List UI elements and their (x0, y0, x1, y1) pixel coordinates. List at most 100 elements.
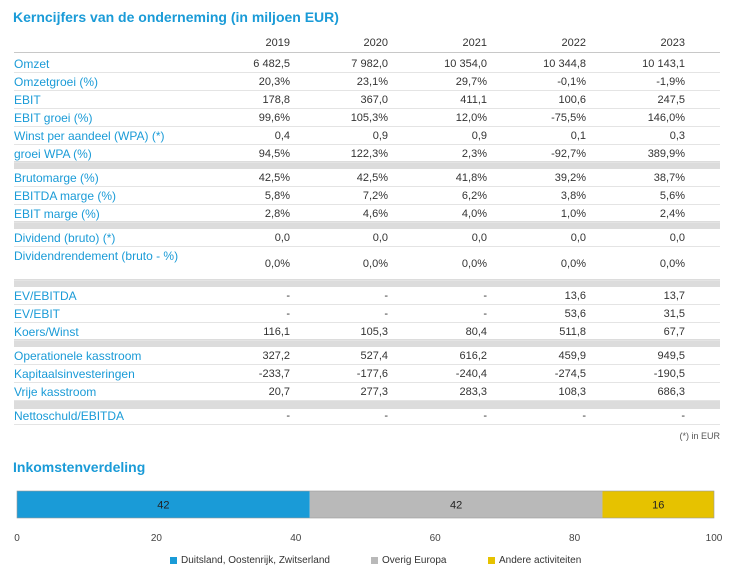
table-cell: 10 143,1 (642, 58, 685, 70)
bar-segment (309, 491, 603, 518)
row-label: EBIT (14, 93, 41, 107)
legend-item: Andere activiteiten (488, 555, 581, 566)
table-cell: 10 344,8 (543, 58, 586, 70)
table-cell: 5,8% (264, 190, 290, 202)
table-cell: 459,9 (558, 350, 586, 362)
x-tick-label: 0 (14, 533, 20, 544)
table-cell: -92,7% (551, 148, 586, 160)
legend-item: Duitsland, Oostenrijk, Zwitserland (170, 555, 330, 566)
legend-label: Overig Europa (382, 555, 447, 566)
table-row: Omzet 6 482,5 7 982,0 10 354,0 10 344,8 10 14… (14, 55, 720, 73)
x-tick-label: 20 (151, 533, 163, 544)
table-row: EV/EBIT - - - 53,6 31,5 (14, 305, 720, 323)
table-cell: - (384, 308, 388, 320)
table-cell: - (483, 290, 487, 302)
row-label: EV/EBITDA (14, 289, 77, 303)
table-cell: 0,4 (274, 130, 290, 142)
year-header: 2023 (660, 37, 685, 49)
table-cell: - (286, 290, 290, 302)
table-cell: 13,6 (564, 290, 586, 302)
table-cell: 3,8% (560, 190, 586, 202)
table-cell: 327,2 (262, 350, 290, 362)
row-label: Operationele kasstroom (14, 349, 142, 363)
table-row: Brutomarge (%) 42,5% 42,5% 41,8% 39,2% 38,7% (14, 169, 720, 187)
table-cell: 38,7% (653, 172, 685, 184)
table-cell: 100,6 (558, 94, 586, 106)
table-cell: 6,2% (461, 190, 487, 202)
table-row: Winst per aandeel (WPA) (*) 0,4 0,9 0,9 0,1 0… (14, 127, 720, 145)
table-cell: 0,0 (372, 232, 388, 244)
page-title: Kerncijfers van de onderneming (in miljo… (13, 9, 339, 25)
table-cell: 29,7% (455, 76, 487, 88)
table-cell: - (384, 290, 388, 302)
table-cell: 0,9 (471, 130, 487, 142)
table-cell: 31,5 (663, 308, 685, 320)
table-cell: 0,9 (372, 130, 388, 142)
section-separator (14, 161, 720, 169)
table-cell: -190,5 (653, 368, 685, 380)
table-cell: - (681, 410, 685, 422)
table-cell: 146,0% (647, 112, 685, 124)
legend-item: Overig Europa (371, 555, 446, 566)
legend-swatch (371, 556, 378, 564)
table-cell: 67,7 (663, 326, 685, 338)
table-row: Dividendrendement (bruto - %) 0,0% 0,0% 0,0… (14, 247, 720, 281)
section-separator (14, 339, 720, 347)
table-row: Omzetgroei (%) 20,3% 23,1% 29,7% -0,1% -1,9% (14, 73, 720, 91)
table-cell: - (286, 410, 290, 422)
table-row: groei WPA (%) 94,5% 122,3% 2,3% -92,7% 389,9% (14, 145, 720, 163)
table-cell: 0,0% (264, 258, 290, 270)
table-cell: - (384, 410, 388, 422)
x-tick-label: 60 (430, 533, 442, 544)
table-row: Operationele kasstroom 327,2 527,4 616,2 459… (14, 347, 720, 365)
table-cell: 7,2% (362, 190, 388, 202)
year-header: 2022 (561, 37, 586, 49)
table-cell: 411,1 (460, 94, 487, 106)
table-cell: 2,4% (659, 208, 685, 220)
table-cell: 0,0 (274, 232, 290, 244)
table-cell: -240,4 (455, 368, 487, 380)
row-label: Omzetgroei (%) (14, 75, 99, 89)
table-row: EV/EBITDA - - - 13,6 13,7 (14, 287, 720, 305)
row-label: Brutomarge (%) (14, 171, 99, 185)
table-row: Koers/Winst 116,1 105,3 80,4 511,8 67,7 (14, 323, 720, 341)
table-cell: 6 482,5 (253, 58, 290, 70)
row-label: Dividend (bruto) (*) (14, 231, 116, 245)
row-label: EV/EBIT (14, 307, 61, 321)
bar-frame (16, 490, 715, 519)
table-cell: 20,3% (258, 76, 290, 88)
table-cell: -233,7 (258, 368, 290, 380)
table-cell: - (483, 410, 487, 422)
table-cell: 105,3% (350, 112, 388, 124)
table-cell: 0,0 (570, 232, 586, 244)
table-cell: 10 354,0 (444, 58, 487, 70)
table-cell: 4,6% (362, 208, 388, 220)
row-label: EBITDA marge (%) (14, 189, 117, 203)
data-label: 16 (652, 500, 664, 512)
section-separator (14, 221, 720, 229)
table-cell: 105,3 (360, 326, 388, 338)
table-cell: 94,5% (258, 148, 290, 160)
table-cell: 686,3 (657, 386, 685, 398)
table-cell: 116,1 (263, 326, 290, 338)
table-cell: 0,0 (669, 232, 685, 244)
table-cell: 949,5 (657, 350, 685, 362)
data-label: 42 (450, 500, 462, 512)
year-header: 2020 (363, 37, 388, 49)
table-cell: -1,9% (656, 76, 685, 88)
table-cell: 0,0% (560, 258, 586, 270)
year-header: 2019 (265, 37, 290, 49)
row-label: Kapitaalsinvesteringen (14, 367, 135, 381)
bar-segment (17, 491, 310, 518)
table-cell: -177,6 (356, 368, 388, 380)
legend-label: Andere activiteiten (499, 555, 582, 566)
table-cell: - (286, 308, 290, 320)
x-tick-label: 100 (706, 533, 723, 544)
table-row: Dividend (bruto) (*) 0,0 0,0 0,0 0,0 0,0 (14, 229, 720, 247)
table-cell: -75,5% (551, 112, 586, 124)
table-cell: 0,0 (471, 232, 487, 244)
table-cell: 42,5% (356, 172, 388, 184)
year-header-row: 2019 2020 2021 2022 2023 (14, 35, 720, 53)
table-cell: 20,7 (268, 386, 290, 398)
table-cell: 99,6% (258, 112, 290, 124)
